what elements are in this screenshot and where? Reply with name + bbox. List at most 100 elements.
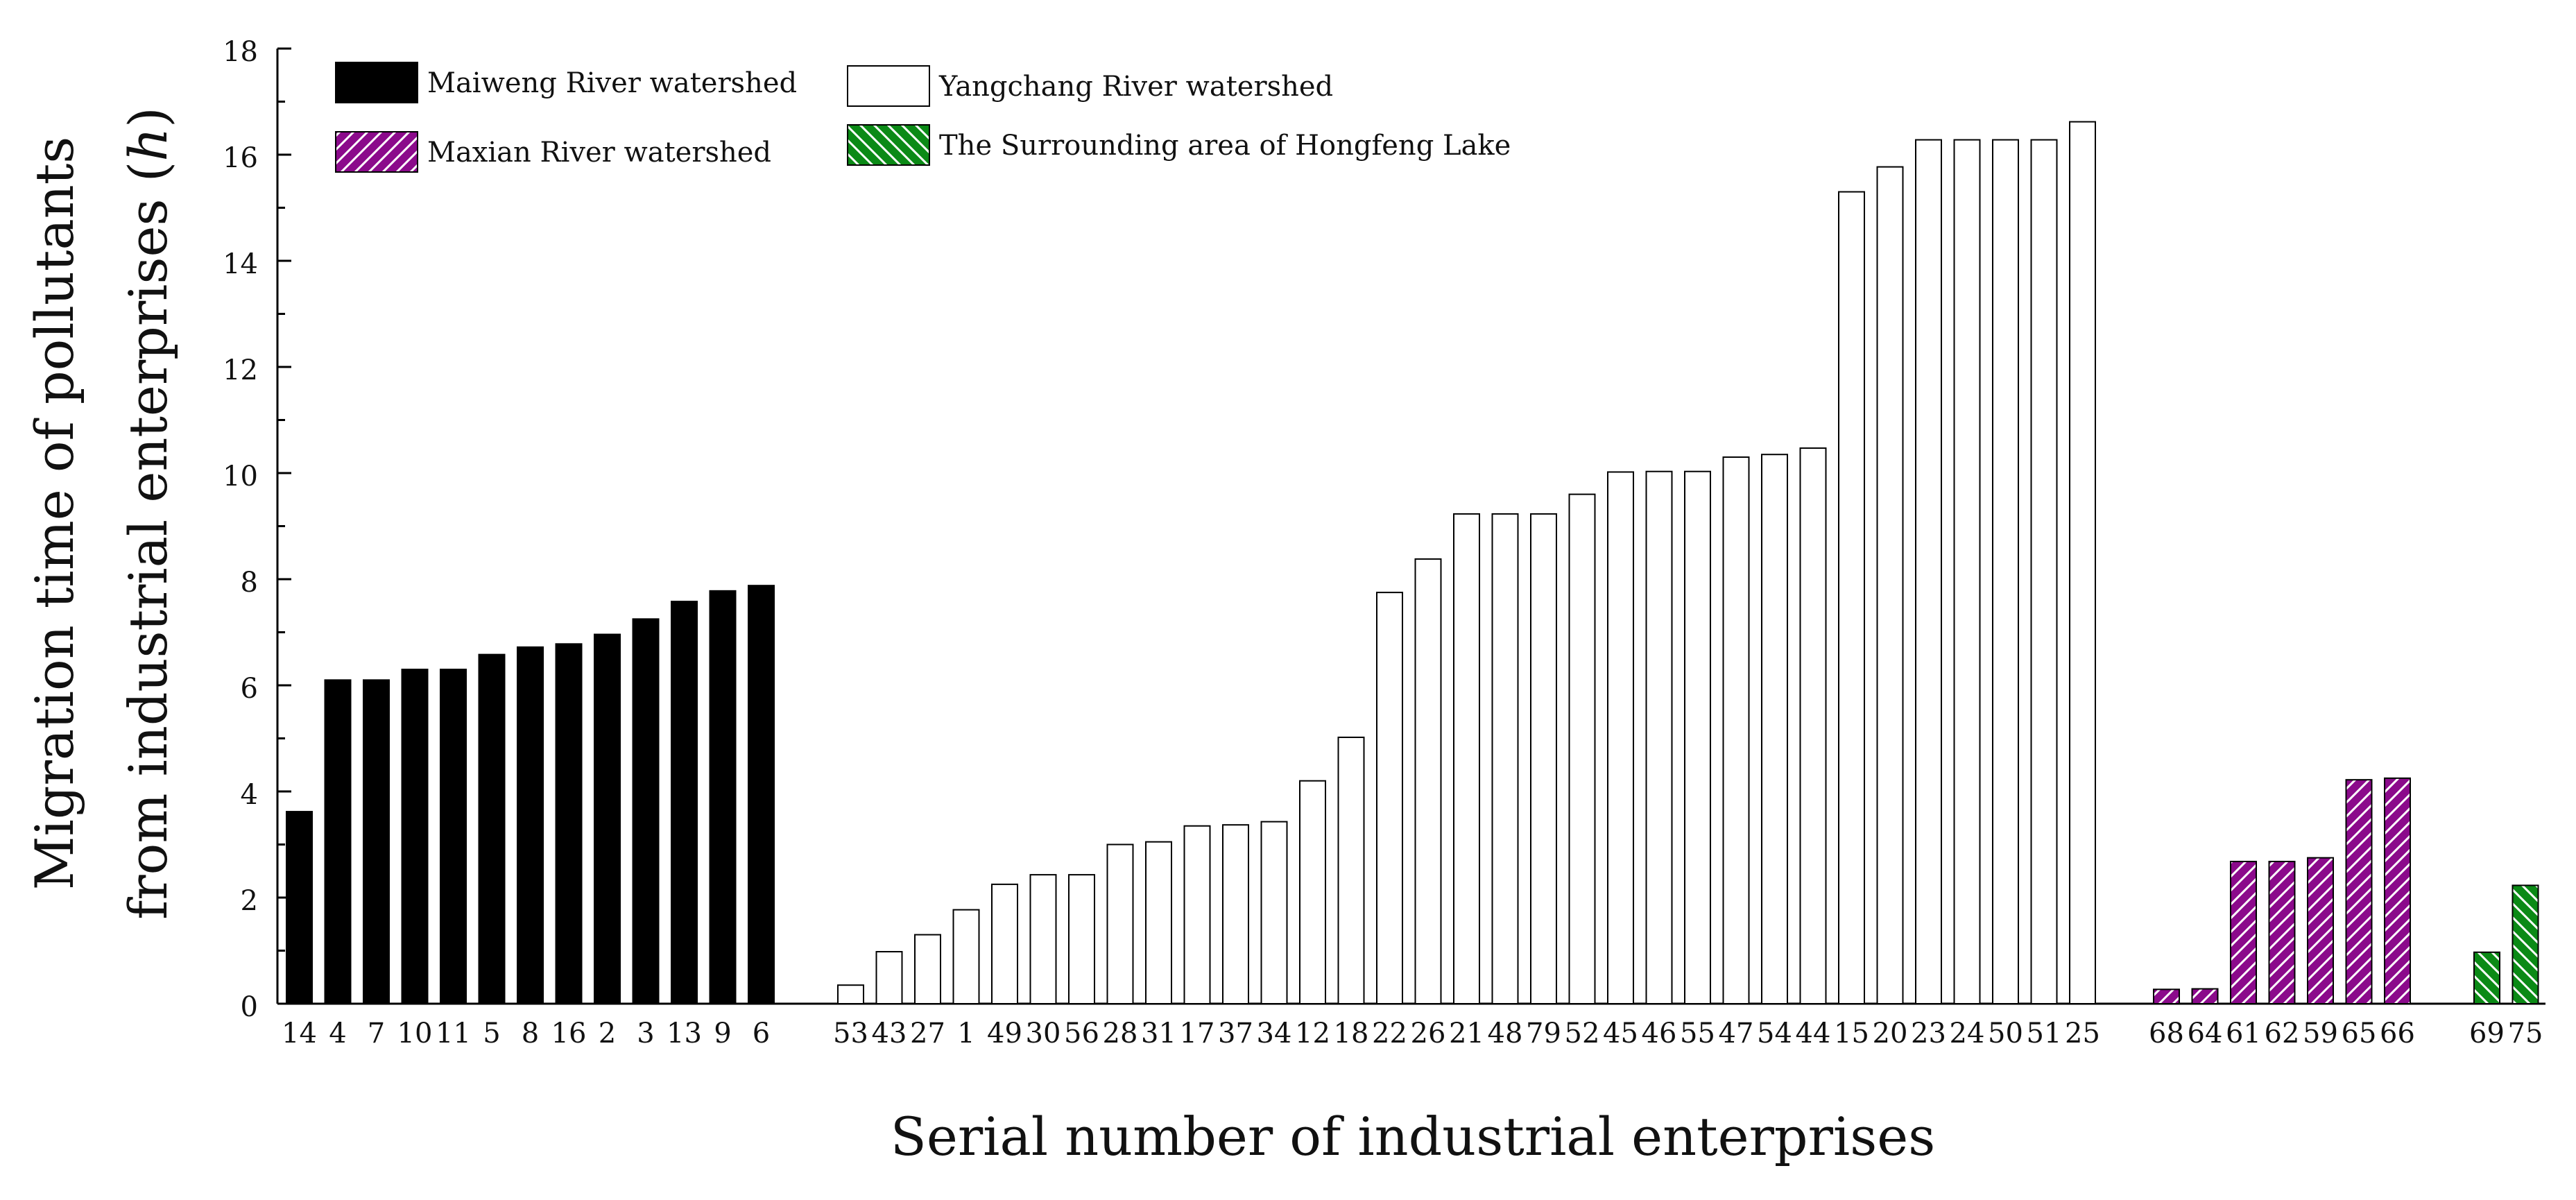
x-tick-label: 48 <box>1488 1018 1523 1049</box>
y-axis-title-line1: Migration time of pollutants <box>24 137 85 891</box>
bar-79 <box>1530 513 1557 1004</box>
bar-69 <box>2473 951 2500 1005</box>
bar-22 <box>1376 592 1403 1004</box>
bar-66 <box>2384 777 2411 1004</box>
bar-11 <box>440 669 467 1004</box>
bar-18 <box>1337 736 1365 1004</box>
bar-59 <box>2307 857 2334 1004</box>
bar-54 <box>1761 454 1788 1004</box>
bar-46 <box>1645 470 1673 1004</box>
bar-26 <box>1414 558 1442 1004</box>
bar-48 <box>1491 513 1519 1004</box>
bar-75 <box>2511 884 2539 1005</box>
bar-62 <box>2268 860 2296 1004</box>
bar-34 <box>1260 821 1288 1004</box>
bar-9 <box>709 590 737 1004</box>
bar-53 <box>837 984 864 1004</box>
y-tick-label: 14 <box>223 248 258 280</box>
x-tick-label: 28 <box>1103 1018 1138 1049</box>
bar-16 <box>555 643 583 1004</box>
x-tick-label: 16 <box>551 1018 587 1049</box>
legend-label: The Surrounding area of Hongfeng Lake <box>939 130 1511 162</box>
bar-20 <box>1876 166 1904 1005</box>
x-tick-label: 34 <box>1257 1018 1292 1049</box>
x-tick-label: 52 <box>1565 1018 1600 1049</box>
bar-7 <box>363 679 390 1004</box>
bar-52 <box>1568 493 1596 1004</box>
bar-21 <box>1453 513 1480 1004</box>
x-tick-label: 50 <box>1988 1018 2023 1049</box>
x-tick-label: 61 <box>2226 1018 2261 1049</box>
bar-47 <box>1722 456 1750 1004</box>
x-tick-label: 9 <box>714 1018 731 1049</box>
y-tick-label: 12 <box>223 354 258 386</box>
x-tick-label: 6 <box>753 1018 770 1049</box>
bar-27 <box>914 934 941 1005</box>
bar-8 <box>517 646 544 1004</box>
bar-31 <box>1145 841 1172 1005</box>
bar-49 <box>991 883 1018 1004</box>
x-tick-label: 1 <box>957 1018 974 1049</box>
x-tick-label: 31 <box>1141 1018 1176 1049</box>
y-axis-title-prefix: from industrial enterprises ( <box>117 162 179 920</box>
x-tick-label: 22 <box>1372 1018 1407 1049</box>
x-tick-label: 14 <box>282 1018 317 1049</box>
x-tick-label: 43 <box>872 1018 907 1049</box>
bar-13 <box>671 601 698 1004</box>
x-tick-label: 24 <box>1950 1018 1985 1049</box>
bar-6 <box>748 585 775 1004</box>
bar-43 <box>875 951 903 1005</box>
x-tick-label: 17 <box>1180 1018 1215 1049</box>
x-tick-label: 55 <box>1680 1018 1715 1049</box>
bar-64 <box>2191 988 2219 1004</box>
x-tick-label: 44 <box>1796 1018 1831 1049</box>
x-tick-label: 30 <box>1026 1018 1061 1049</box>
x-tick-label: 53 <box>833 1018 868 1049</box>
bar-24 <box>1953 139 1981 1005</box>
y-tick-label: 10 <box>223 461 258 492</box>
x-tick-label: 18 <box>1334 1018 1369 1049</box>
bar-55 <box>1684 470 1711 1004</box>
bar-12 <box>1299 780 1326 1004</box>
x-tick-label: 20 <box>1873 1018 1908 1049</box>
x-tick-label: 27 <box>910 1018 945 1049</box>
x-tick-label: 12 <box>1295 1018 1330 1049</box>
bar-15 <box>1838 191 1865 1004</box>
x-tick-label: 64 <box>2188 1018 2223 1049</box>
x-tick-label: 15 <box>1834 1018 1869 1049</box>
bar-45 <box>1607 471 1634 1004</box>
x-tick-label: 7 <box>368 1018 385 1049</box>
y-tick-label: 18 <box>223 36 258 68</box>
y-tick-label: 4 <box>241 779 258 811</box>
legend-swatch <box>847 65 930 107</box>
x-tick-label: 8 <box>522 1018 539 1049</box>
x-tick-label: 2 <box>599 1018 616 1049</box>
x-tick-label: 51 <box>2027 1018 2062 1049</box>
bar-65 <box>2345 779 2373 1005</box>
y-tick-label: 6 <box>241 673 258 705</box>
x-tick-labels: 14 4 7 10 11 5 8 16 2 3 13 9 6 53 43 27 1 49 30 56 28 31 17 37 3… <box>282 1018 2543 1049</box>
x-tick-label: 11 <box>436 1018 471 1049</box>
bar-51 <box>2030 139 2058 1005</box>
x-tick-label: 26 <box>1411 1018 1446 1049</box>
bar-61 <box>2230 860 2257 1004</box>
x-tick-label: 49 <box>987 1018 1022 1049</box>
bar-3 <box>632 618 660 1004</box>
x-tick-label: 47 <box>1719 1018 1754 1049</box>
bar-5 <box>478 653 506 1004</box>
x-tick-label: 66 <box>2380 1018 2415 1049</box>
y-tick-label: 0 <box>241 991 258 1023</box>
bar-44 <box>1799 447 1827 1004</box>
x-tick-label: 79 <box>1526 1018 1561 1049</box>
x-tick-label: 65 <box>2342 1018 2377 1049</box>
x-axis-title: Serial number of industrial enterprises <box>891 1106 1935 1167</box>
legend-label: Maiweng River watershed <box>427 67 797 99</box>
y-tick-label: 2 <box>241 885 258 917</box>
legend-label: Yangchang River watershed <box>938 71 1333 103</box>
x-tick-label: 46 <box>1642 1018 1677 1049</box>
bar-25 <box>2069 121 2096 1005</box>
bar-37 <box>1222 824 1249 1004</box>
x-tick-label: 45 <box>1603 1018 1638 1049</box>
y-axis-title-line2: from industrial enterprises (h) <box>117 107 179 920</box>
